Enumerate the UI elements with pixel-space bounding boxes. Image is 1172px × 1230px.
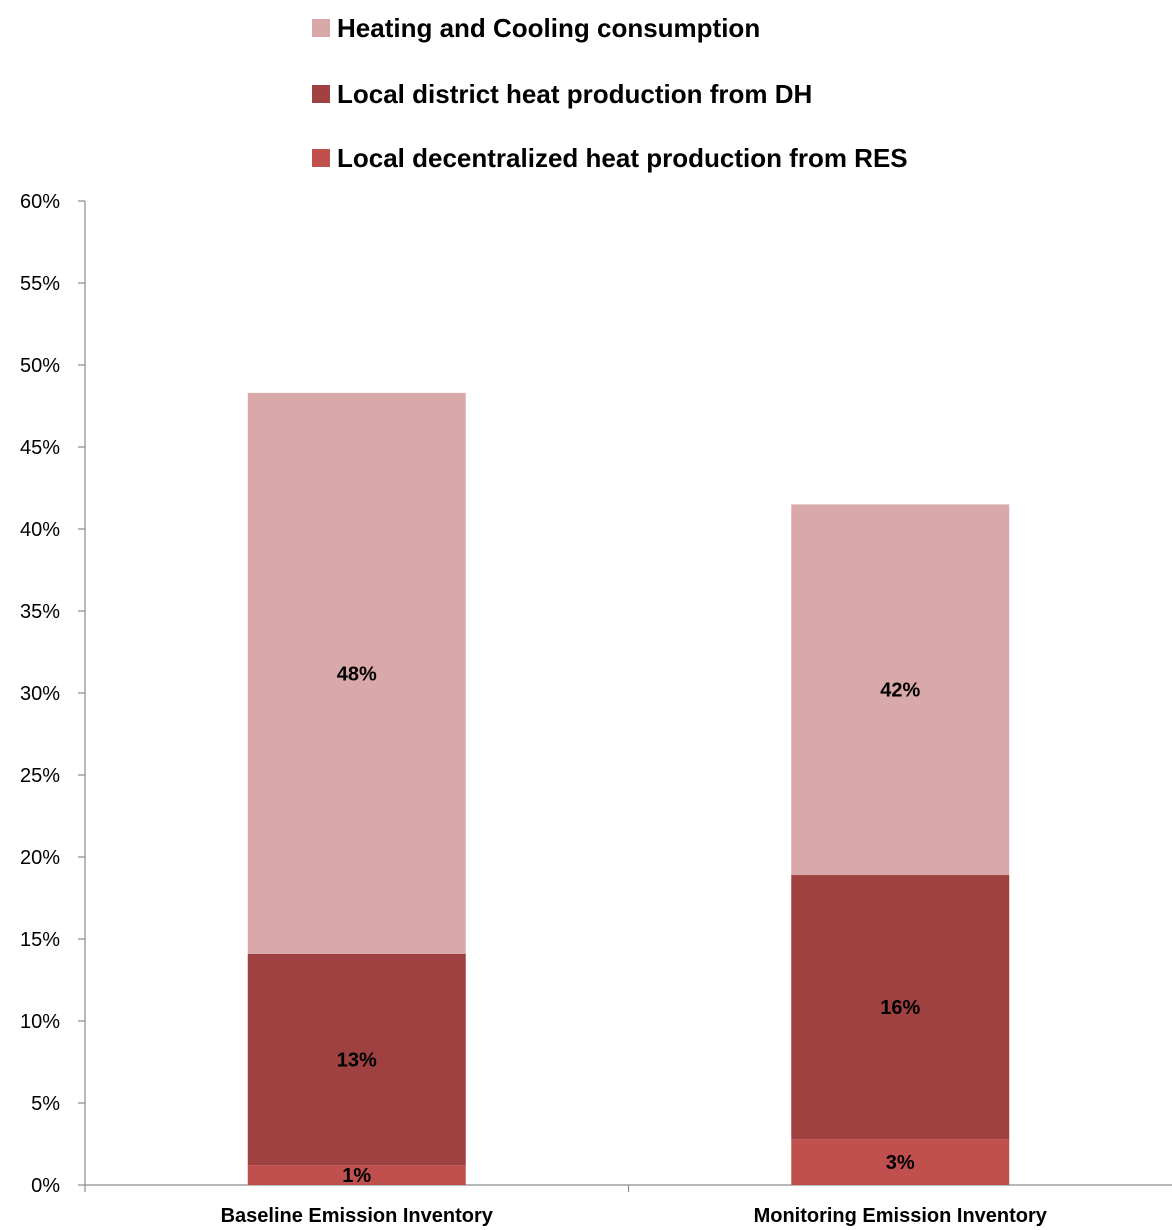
data-label: 13% (337, 1050, 377, 1072)
legend: Heating and Cooling consumption Local dis… (312, 13, 908, 173)
y-tick-label: 30% (20, 683, 60, 705)
data-label: 1% (342, 1165, 371, 1187)
y-tick-label: 25% (20, 765, 60, 787)
legend-item-local-district-heat-production-from-dh: Local district heat production from DH (312, 79, 812, 109)
category-label: Baseline Emission Inventory (221, 1205, 494, 1227)
y-axis: 0% 5% 10% 15% 20% 25% 30% 35% 40% 45% 50% 55% 60% (20, 191, 86, 1197)
legend-item-heating-and-cooling-consumption: Heating and Cooling consumption (312, 13, 760, 43)
y-tick-label: 40% (20, 519, 60, 541)
data-labels: 1% 13% 48% 3% 16% 42% (337, 663, 921, 1187)
bar-segment-local-district-heat-production-from-dh (791, 875, 1010, 1140)
legend-label: Local district heat production from DH (337, 79, 812, 109)
data-label: 48% (337, 663, 377, 685)
bar-stack-monitoring-emission-inventory (791, 504, 1010, 1185)
legend-swatch (312, 85, 330, 103)
bar-stack-baseline-emission-inventory (247, 392, 466, 1185)
legend-label: Heating and Cooling consumption (337, 13, 760, 43)
bar-segment-heating-and-cooling-consumption (247, 392, 466, 954)
bar-segment-local-district-heat-production-from-dh (247, 953, 466, 1166)
y-tick-label: 10% (20, 1011, 60, 1033)
y-tick-label: 50% (20, 355, 60, 377)
data-label: 3% (886, 1152, 915, 1174)
x-axis: Baseline Emission Inventory Monitoring Em… (84, 1184, 1172, 1227)
y-tick-label: 20% (20, 847, 60, 869)
legend-swatch (312, 19, 330, 37)
bar-segment-heating-and-cooling-consumption (791, 504, 1010, 876)
bars (247, 392, 1010, 1185)
y-tick-label: 35% (20, 601, 60, 623)
y-tick-label: 15% (20, 929, 60, 951)
bar-segment-local-decentralized-heat-production-from-res (247, 1165, 466, 1185)
data-label: 42% (880, 680, 920, 702)
bar-segment-local-decentralized-heat-production-from-res (791, 1139, 1010, 1185)
category-label: Monitoring Emission Inventory (754, 1205, 1048, 1227)
legend-item-local-decentralized-heat-production-from-res: Local decentralized heat production from… (312, 143, 908, 173)
data-label: 16% (880, 997, 920, 1019)
y-tick-label: 0% (31, 1175, 60, 1197)
y-tick-label: 45% (20, 437, 60, 459)
legend-swatch (312, 149, 330, 167)
legend-label: Local decentralized heat production from… (337, 143, 908, 173)
y-tick-label: 55% (20, 273, 60, 295)
y-tick-label: 5% (31, 1093, 60, 1115)
y-tick-label: 60% (20, 191, 60, 213)
